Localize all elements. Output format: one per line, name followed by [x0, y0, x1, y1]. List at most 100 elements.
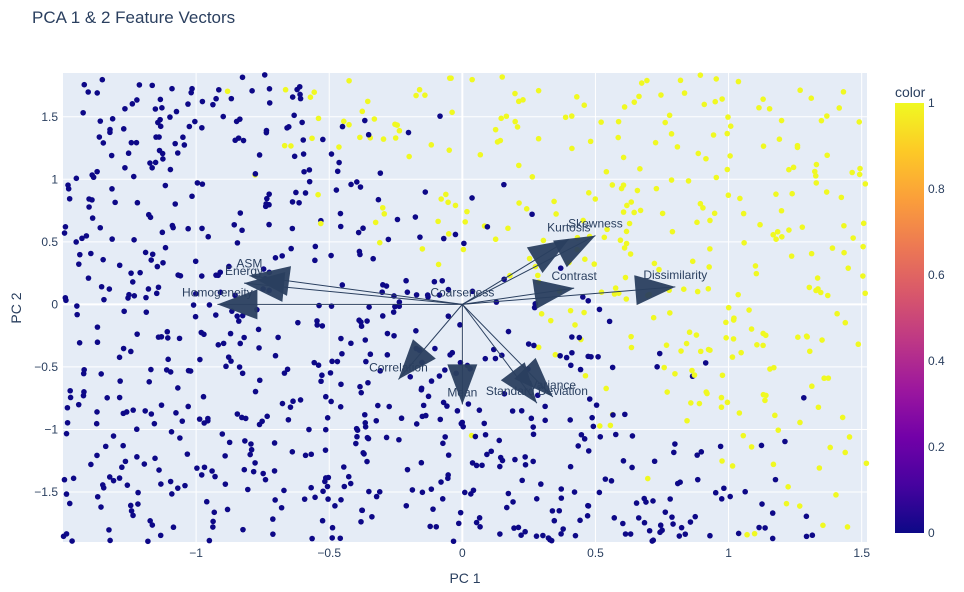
vector-standard-deviation: Standard Deviation — [461, 304, 588, 404]
data-point — [73, 175, 80, 182]
data-point — [252, 171, 259, 177]
data-point — [735, 78, 742, 85]
data-point — [142, 249, 149, 256]
data-point — [329, 524, 336, 531]
data-point — [167, 369, 174, 375]
vector-arrowhead — [526, 239, 569, 273]
data-point — [212, 473, 218, 480]
data-point — [413, 421, 420, 427]
data-point — [762, 525, 768, 531]
data-point — [477, 524, 483, 530]
data-point — [134, 331, 140, 337]
y-axis-title: PC 2 — [8, 292, 24, 323]
data-point — [738, 349, 744, 356]
data-point — [164, 328, 171, 335]
data-point — [707, 532, 713, 539]
data-point — [185, 225, 191, 232]
data-point — [130, 407, 136, 413]
data-point — [445, 231, 452, 237]
data-point — [816, 465, 823, 471]
data-point — [628, 199, 635, 205]
data-point — [217, 269, 224, 276]
data-point — [296, 83, 303, 90]
data-point — [366, 488, 372, 495]
data-point — [637, 207, 644, 214]
data-point — [654, 364, 660, 370]
data-point — [322, 393, 329, 400]
data-point — [462, 219, 468, 225]
data-point — [695, 150, 702, 157]
data-point — [109, 236, 115, 242]
data-point — [620, 458, 627, 464]
data-point — [824, 113, 830, 119]
data-point — [628, 333, 634, 340]
data-point — [562, 114, 569, 121]
data-point — [159, 105, 165, 111]
data-point — [770, 231, 777, 238]
data-point — [634, 187, 641, 194]
data-point — [446, 147, 453, 153]
vector-label: Mean — [447, 385, 477, 399]
data-point — [146, 379, 153, 385]
data-point — [194, 465, 200, 471]
data-point — [160, 259, 166, 266]
x-tick-label: 1.5 — [853, 546, 870, 560]
vector-arrowhead — [514, 357, 553, 397]
y-tick-label: 0 — [51, 297, 58, 311]
data-point — [462, 489, 468, 496]
data-point — [260, 470, 266, 477]
data-point — [128, 348, 134, 355]
data-point — [81, 81, 88, 88]
data-point — [167, 114, 173, 120]
data-point — [533, 533, 540, 539]
data-point — [760, 143, 767, 149]
data-point — [67, 387, 73, 394]
data-point — [786, 166, 792, 173]
data-point — [497, 454, 504, 461]
data-point — [580, 217, 586, 224]
data-point — [795, 334, 801, 340]
data-point — [289, 199, 296, 205]
data-point — [811, 168, 818, 175]
data-point — [179, 418, 186, 424]
data-point — [461, 240, 467, 247]
data-point — [857, 165, 863, 172]
data-point — [653, 185, 660, 192]
data-point — [449, 109, 455, 116]
data-point — [160, 156, 166, 162]
data-point — [130, 512, 136, 519]
data-point — [814, 275, 821, 281]
data-point — [76, 339, 83, 346]
data-point — [531, 304, 538, 311]
data-point — [641, 495, 648, 502]
data-point — [576, 334, 583, 341]
data-point — [255, 326, 262, 333]
data-point — [239, 414, 245, 421]
data-point — [248, 446, 255, 453]
data-point — [266, 191, 272, 197]
data-point — [334, 358, 341, 365]
data-point — [74, 303, 80, 309]
data-point — [425, 393, 432, 400]
data-point — [860, 273, 866, 279]
data-point — [302, 190, 309, 196]
data-point — [359, 507, 366, 514]
vector-label: Skewness — [568, 217, 623, 231]
data-point — [83, 233, 90, 239]
y-tick-label: −1 — [44, 422, 58, 436]
vector-label: Coarseness — [430, 285, 494, 299]
data-point — [125, 295, 131, 301]
data-point — [497, 531, 503, 537]
data-point — [457, 359, 464, 366]
data-point — [689, 367, 695, 374]
vector-label: Correlation — [369, 360, 428, 374]
data-point — [142, 408, 149, 414]
data-point — [496, 437, 503, 444]
data-point — [615, 134, 622, 141]
data-point — [442, 367, 448, 373]
data-point — [629, 464, 635, 471]
data-point — [104, 395, 110, 401]
data-point — [199, 225, 205, 232]
vector-label: Standard Deviation — [486, 384, 588, 398]
data-point — [281, 370, 288, 376]
